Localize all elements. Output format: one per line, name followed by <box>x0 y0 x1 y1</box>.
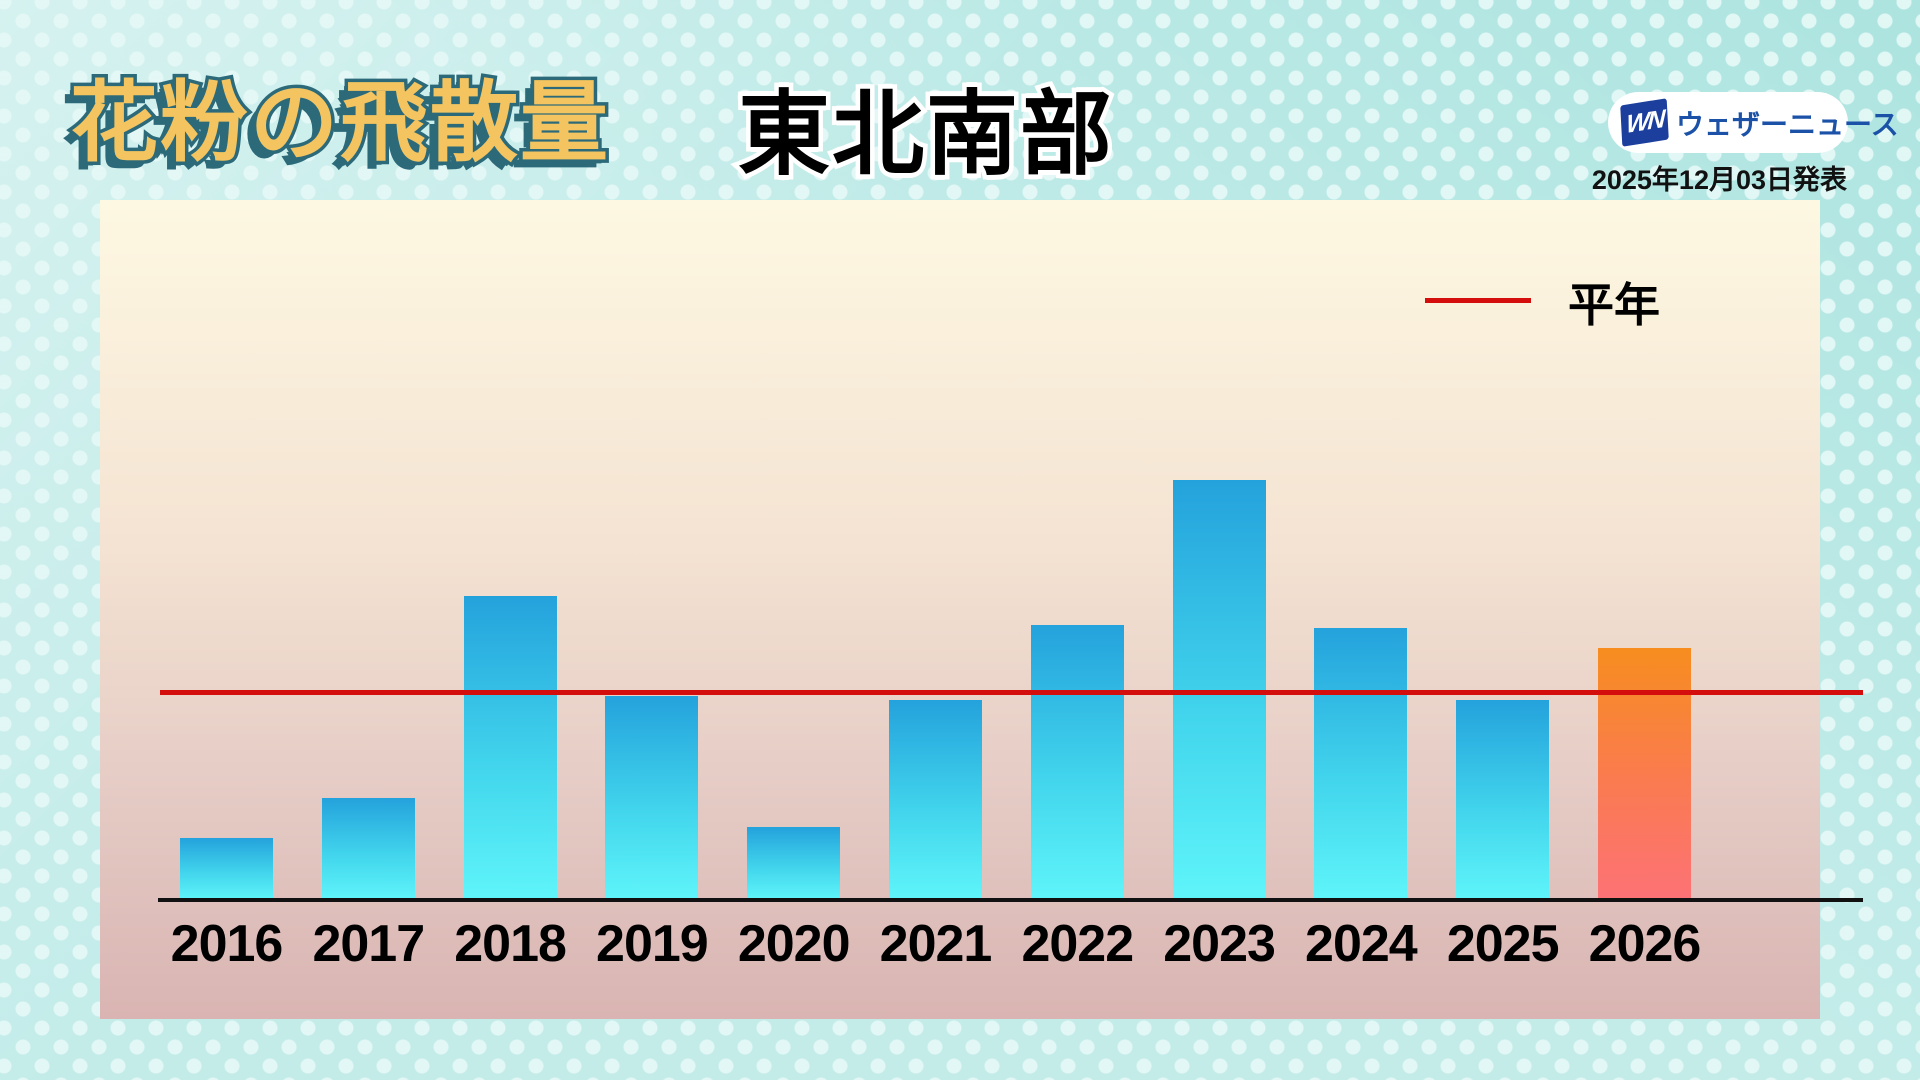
region-title: 東北南部 <box>733 80 1116 191</box>
x-axis-label-2024: 2024 <box>1305 915 1418 973</box>
plot-area <box>100 200 1863 900</box>
x-axis-label-2017: 2017 <box>312 915 425 973</box>
wn-logo-letters: WN <box>1625 104 1664 140</box>
bar-2020 <box>747 827 841 900</box>
weathernews-logo: WN ウェザーニュース <box>1608 92 1899 153</box>
bar-2017 <box>321 798 415 900</box>
x-axis-label-2022: 2022 <box>1021 915 1134 973</box>
legend-normal-line-swatch <box>1425 298 1531 303</box>
x-axis-label-2020: 2020 <box>737 915 851 973</box>
legend: 平年 <box>1425 255 1785 331</box>
bar-2021 <box>889 700 982 900</box>
page-title: 花粉の飛散量 <box>66 70 611 176</box>
x-axis-label-2018: 2018 <box>454 915 567 973</box>
x-axis-line <box>158 898 1863 902</box>
x-axis-label-2025: 2025 <box>1446 915 1560 973</box>
bar-2026 <box>1598 648 1691 900</box>
publish-date: 2025年12月03日発表 <box>1591 165 1847 195</box>
bar-2019 <box>605 696 699 900</box>
bar-2016 <box>180 838 273 900</box>
bar-2025 <box>1456 700 1550 900</box>
bar-2024 <box>1314 628 1408 900</box>
x-axis-label-2026: 2026 <box>1588 915 1702 973</box>
legend-label: 平年 <box>1568 279 1660 331</box>
x-axis-label-2019: 2019 <box>596 915 709 973</box>
chart-panel: 平年 2016 2017 2018 2019 2020 2021 2022 2023 2024 2… <box>100 200 1863 1019</box>
x-axis-label-2016: 2016 <box>170 915 284 973</box>
wn-logo-icon: WN <box>1620 98 1669 147</box>
x-axis-label-2023: 2023 <box>1163 915 1276 973</box>
x-axis-label-2021: 2021 <box>879 915 993 973</box>
normal-average-line <box>160 690 1863 695</box>
bar-2018 <box>463 596 557 900</box>
bar-2022 <box>1030 625 1124 900</box>
logo-name: ウェザーニュース <box>1676 108 1899 140</box>
